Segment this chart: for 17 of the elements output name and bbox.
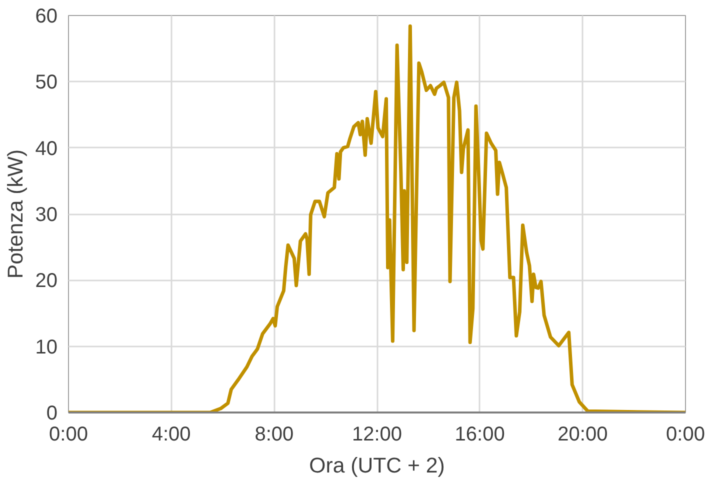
y-tick-label: 0 bbox=[46, 402, 58, 424]
x-tick-label: 4:00 bbox=[152, 424, 191, 446]
x-tick-label: 0:00 bbox=[49, 424, 88, 446]
y-tick-label: 30 bbox=[35, 204, 58, 226]
y-axis-title: Potenza (kW) bbox=[3, 149, 28, 279]
line-series bbox=[68, 24, 686, 412]
y-tick-label: 40 bbox=[35, 138, 58, 160]
y-tick-label: 60 bbox=[35, 6, 58, 28]
y-tick-label: 20 bbox=[35, 270, 58, 292]
x-tick-label: 12:00 bbox=[352, 424, 402, 446]
x-tick-label: 16:00 bbox=[454, 424, 505, 446]
x-tick-label: 20:00 bbox=[558, 424, 608, 446]
x-tick-label: 0:00 bbox=[666, 424, 705, 446]
x-tick-label: 8:00 bbox=[254, 424, 294, 446]
x-axis-title: Ora (UTC + 2) bbox=[309, 454, 445, 478]
y-tick-label: 10 bbox=[35, 336, 58, 358]
y-tick-label: 50 bbox=[35, 72, 58, 94]
